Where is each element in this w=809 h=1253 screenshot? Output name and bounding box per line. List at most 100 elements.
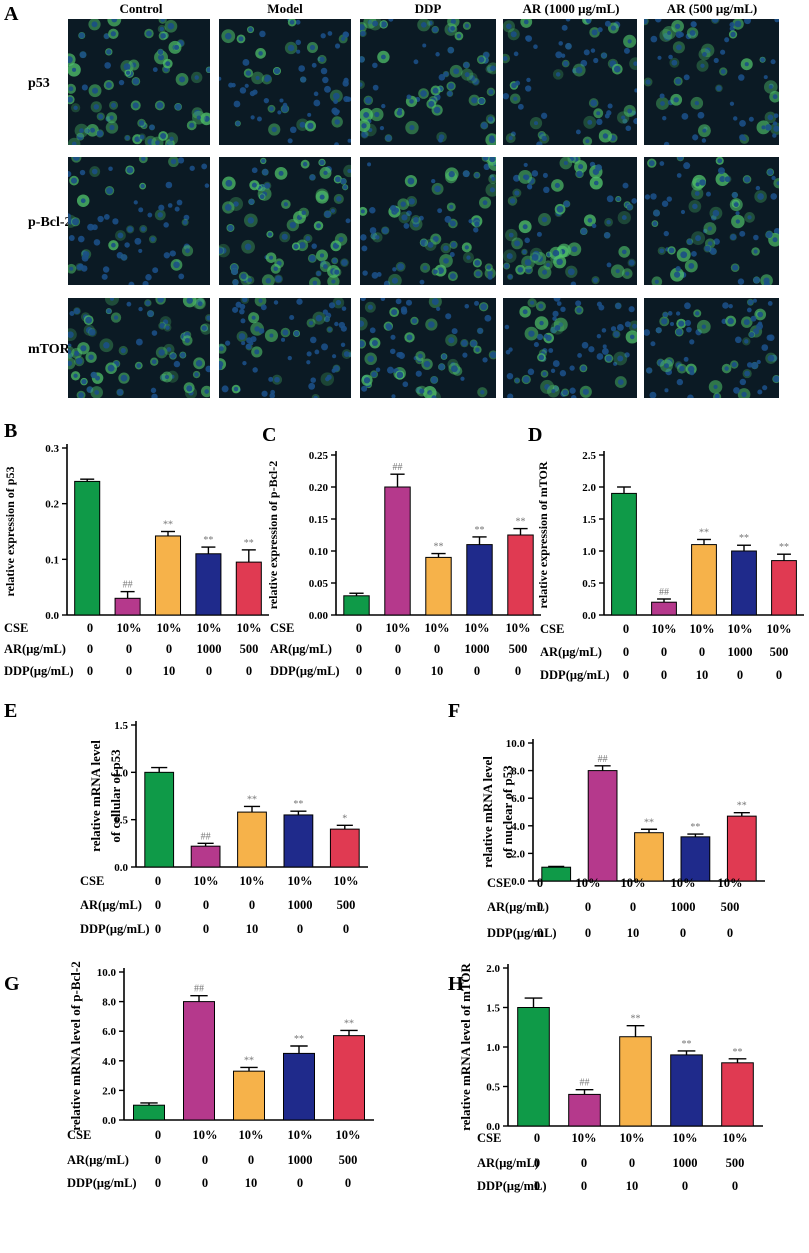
- y-tick-label: 1.0: [582, 546, 596, 558]
- table-value: 0: [630, 900, 636, 914]
- y-tick-label: 0.2: [45, 499, 59, 511]
- chart-B: B 0.0 0.1 0.2 0.3 relative expression of p53 #…: [3, 420, 269, 678]
- chart-E: E 0.0 0.5 1.0 1.5 relative mRNA level of cellu…: [4, 700, 368, 936]
- table-value: 0: [732, 1179, 738, 1193]
- table-value: 500: [726, 1156, 745, 1170]
- row-label-0: p53: [28, 76, 50, 91]
- panel-label-e: E: [4, 700, 17, 722]
- significance-mark: **: [644, 817, 654, 828]
- y-tick-label: 0.1: [45, 554, 59, 566]
- table-value: 10%: [288, 1128, 313, 1142]
- table-value: 10: [245, 1176, 258, 1190]
- significance-mark: **: [163, 520, 173, 531]
- y-tick-label: 0.0: [486, 1121, 500, 1133]
- bar-4: [507, 534, 534, 616]
- table-value: 0: [682, 1179, 688, 1193]
- bar-2: [233, 1070, 265, 1121]
- micrograph-p-Bcl-2-3: [503, 157, 637, 285]
- table-value: 1000: [197, 642, 222, 656]
- bar-0: [343, 595, 370, 616]
- col-label-2: DDP: [415, 1, 442, 16]
- y-axis-label: relative mRNA level of mTOR: [458, 963, 473, 1131]
- y-tick-label: 0.0: [511, 876, 525, 888]
- table-value: 0: [345, 1176, 351, 1190]
- table-value: 10%: [240, 874, 265, 888]
- y-tick-label: 2.0: [582, 482, 596, 494]
- y-tick-label: 8.0: [511, 766, 525, 778]
- bar-2: [619, 1036, 652, 1127]
- bar-2: [237, 811, 267, 868]
- panel-label-f: F: [448, 700, 460, 722]
- row-label-AR(μg/mL): AR(μg/mL): [270, 642, 332, 656]
- table-value: 10%: [723, 1131, 748, 1145]
- bar-4: [721, 1062, 754, 1127]
- table-value: 0: [126, 664, 132, 678]
- significance-mark: ##: [123, 580, 133, 591]
- y-tick-label: 0.0: [102, 1115, 116, 1127]
- bar-0: [517, 1007, 550, 1127]
- significance-mark: ##: [598, 754, 608, 765]
- bar-1: [114, 597, 141, 616]
- table-value: 0: [661, 668, 667, 682]
- bar-3: [680, 836, 711, 882]
- bar-0: [611, 492, 637, 616]
- table-value: 10%: [237, 621, 262, 635]
- table-value: 10: [431, 664, 444, 678]
- table-value: 0: [395, 642, 401, 656]
- y-tick-label: 4.0: [511, 821, 525, 833]
- panel-label-h: H: [448, 973, 464, 995]
- row-label-AR(μg/mL): AR(μg/mL): [540, 645, 602, 659]
- y-tick-label: 10.0: [97, 967, 117, 979]
- table-value: 0: [585, 926, 591, 940]
- table-value: 10: [246, 922, 259, 936]
- y-tick-label: 1.0: [486, 1042, 500, 1054]
- y-tick-label: 0.15: [309, 514, 329, 526]
- table-value: 10%: [465, 621, 490, 635]
- y-tick-label: 0.5: [582, 578, 596, 590]
- significance-mark: ##: [201, 831, 211, 842]
- table-value: 10%: [194, 874, 219, 888]
- y-tick-label: 1.5: [486, 1003, 500, 1015]
- significance-mark: **: [247, 794, 257, 805]
- table-value: 500: [509, 642, 528, 656]
- bar-1: [568, 1093, 601, 1127]
- table-value: 10%: [728, 622, 753, 636]
- table-value: 1000: [728, 645, 753, 659]
- significance-mark: ##: [393, 462, 403, 473]
- significance-mark: *: [342, 813, 347, 824]
- bar-1: [190, 845, 221, 868]
- significance-mark: ##: [580, 1078, 590, 1089]
- row-label-AR(μg/mL): AR(μg/mL): [477, 1156, 539, 1170]
- table-value: 10: [627, 926, 640, 940]
- table-value: 0: [356, 642, 362, 656]
- micrograph-mTOR-0: [68, 298, 210, 398]
- bar-2: [154, 535, 182, 616]
- table-value: 0: [737, 668, 743, 682]
- y-tick-label: 6.0: [511, 793, 525, 805]
- y-tick-label: 8.0: [102, 997, 116, 1009]
- table-value: 0: [248, 1153, 254, 1167]
- col-label-3: AR (1000 μg/mL): [523, 1, 620, 16]
- table-value: 10%: [767, 622, 792, 636]
- table-value: 10%: [690, 622, 715, 636]
- table-value: 0: [623, 622, 629, 636]
- table-value: 10: [696, 668, 709, 682]
- table-value: 0: [155, 1153, 161, 1167]
- table-value: 0: [727, 926, 733, 940]
- table-value: 0: [537, 876, 543, 890]
- table-value: 500: [770, 645, 789, 659]
- bar-0: [133, 1104, 165, 1121]
- bar-2: [425, 556, 452, 616]
- table-value: 10%: [117, 621, 142, 635]
- significance-mark: ##: [194, 984, 204, 995]
- y-tick-label: 0.0: [45, 610, 59, 622]
- significance-mark: **: [690, 822, 700, 833]
- y-tick-label: 0.5: [486, 1082, 500, 1094]
- table-value: 0: [155, 1128, 161, 1142]
- table-value: 0: [534, 1179, 540, 1193]
- row-label-DDP(μg/mL): DDP(μg/mL): [270, 664, 340, 678]
- table-value: 0: [534, 1156, 540, 1170]
- table-value: 0: [629, 1156, 635, 1170]
- table-value: 0: [623, 668, 629, 682]
- table-value: 10%: [239, 1128, 264, 1142]
